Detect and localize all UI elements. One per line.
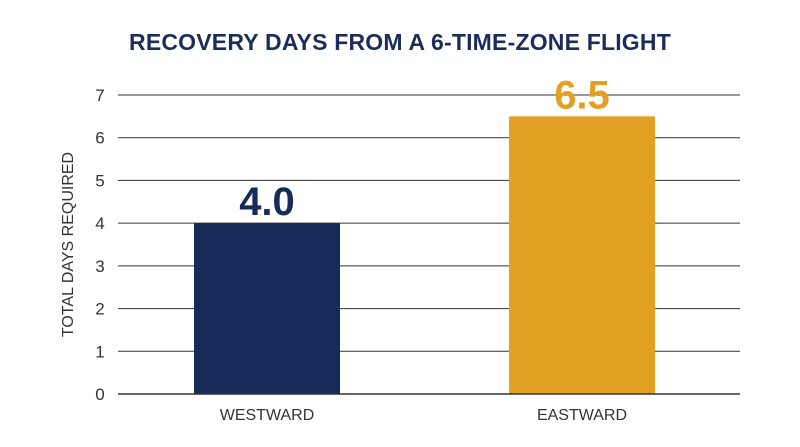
y-axis-ticks: 0 1 2 3 4 5 6 7	[95, 86, 104, 404]
chart-title: RECOVERY DAYS FROM A 6-TIME-ZONE FLIGHT	[129, 29, 671, 55]
y-tick-label-2: 2	[95, 300, 104, 319]
y-axis-title: TOTAL DAYS REQUIRED	[60, 152, 77, 337]
y-tick-label-5: 5	[95, 171, 104, 190]
x-axis-categories: WESTWARD EASTWARD	[220, 407, 627, 424]
value-labels: 4.0 6.5	[239, 73, 610, 224]
y-tick-label-4: 4	[95, 214, 104, 233]
y-tick-label-0: 0	[95, 385, 104, 404]
x-category-label-eastward: EASTWARD	[537, 407, 627, 424]
bars	[194, 116, 655, 394]
value-label-westward: 4.0	[239, 180, 295, 224]
bar-westward	[194, 223, 340, 394]
y-tick-label-7: 7	[95, 86, 104, 105]
bar-eastward	[509, 116, 655, 394]
y-tick-label-6: 6	[95, 129, 104, 148]
value-label-eastward: 6.5	[554, 73, 610, 117]
y-tick-label-1: 1	[95, 342, 104, 361]
y-tick-label-3: 3	[95, 257, 104, 276]
x-category-label-westward: WESTWARD	[220, 407, 315, 424]
